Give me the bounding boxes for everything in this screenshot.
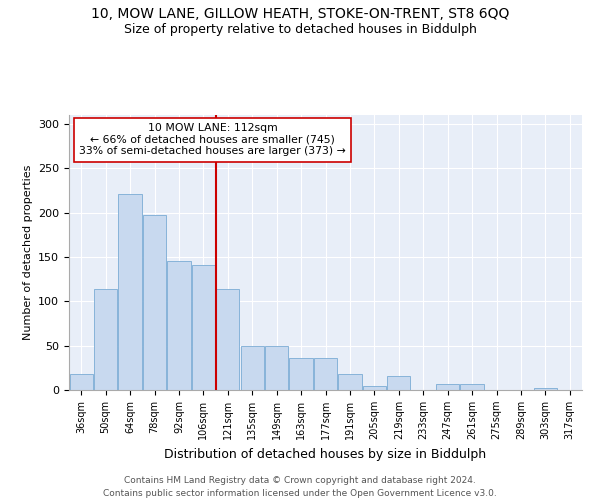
- Bar: [167, 262, 191, 390]
- Bar: [338, 374, 362, 390]
- Bar: [94, 289, 117, 390]
- Bar: [289, 358, 313, 390]
- Bar: [387, 376, 410, 390]
- Bar: [363, 386, 386, 390]
- Bar: [314, 358, 337, 390]
- Text: 10, MOW LANE, GILLOW HEATH, STOKE-ON-TRENT, ST8 6QQ: 10, MOW LANE, GILLOW HEATH, STOKE-ON-TRE…: [91, 8, 509, 22]
- Bar: [192, 265, 215, 390]
- Bar: [460, 384, 484, 390]
- Text: Size of property relative to detached houses in Biddulph: Size of property relative to detached ho…: [124, 22, 476, 36]
- Bar: [241, 346, 264, 390]
- Bar: [118, 194, 142, 390]
- Bar: [265, 346, 288, 390]
- Text: Contains public sector information licensed under the Open Government Licence v3: Contains public sector information licen…: [103, 489, 497, 498]
- X-axis label: Distribution of detached houses by size in Biddulph: Distribution of detached houses by size …: [164, 448, 487, 460]
- Bar: [143, 215, 166, 390]
- Text: Contains HM Land Registry data © Crown copyright and database right 2024.: Contains HM Land Registry data © Crown c…: [124, 476, 476, 485]
- Y-axis label: Number of detached properties: Number of detached properties: [23, 165, 32, 340]
- Text: 10 MOW LANE: 112sqm
← 66% of detached houses are smaller (745)
33% of semi-detac: 10 MOW LANE: 112sqm ← 66% of detached ho…: [79, 123, 346, 156]
- Bar: [216, 289, 239, 390]
- Bar: [534, 388, 557, 390]
- Bar: [436, 384, 459, 390]
- Bar: [70, 374, 93, 390]
